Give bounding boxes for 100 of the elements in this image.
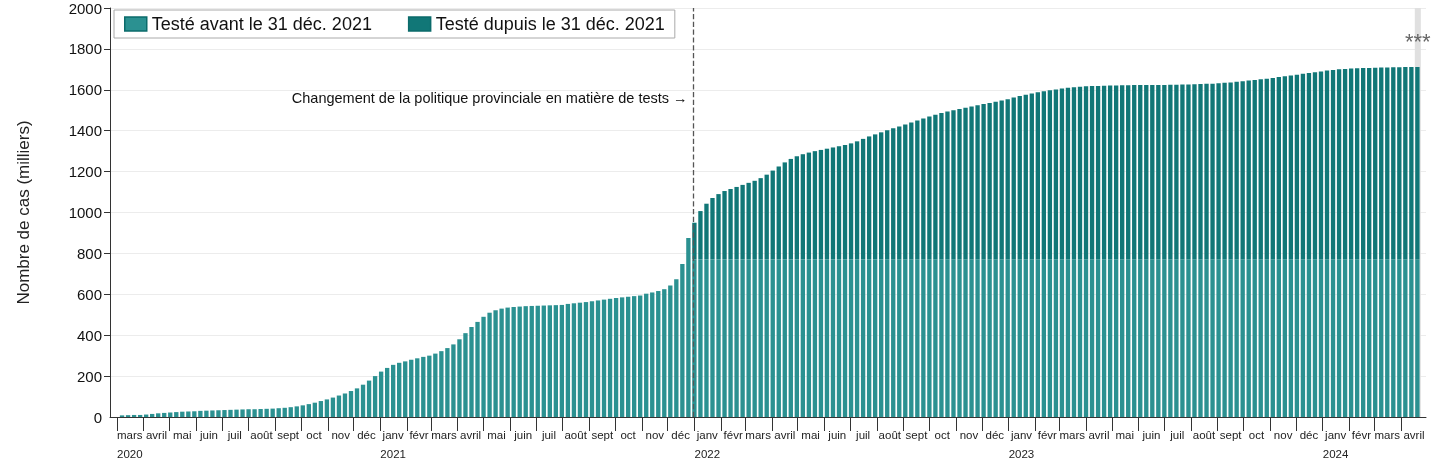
x-tick-label: mars xyxy=(1374,428,1401,441)
bar xyxy=(891,259,896,417)
bar xyxy=(872,134,878,260)
x-tick-label: août xyxy=(250,428,274,441)
bar xyxy=(788,158,793,260)
bar xyxy=(872,259,878,417)
bar xyxy=(601,299,607,417)
bar xyxy=(565,303,571,417)
bar xyxy=(1379,259,1384,417)
bar xyxy=(1101,85,1107,260)
bar xyxy=(824,148,830,260)
bar xyxy=(523,306,528,417)
bar xyxy=(1306,73,1312,260)
bar xyxy=(782,162,787,260)
ref-line-label: Changement de la politique provinciale en matière de tests → xyxy=(291,90,688,106)
x-tick-label: nov xyxy=(1273,428,1293,441)
bar xyxy=(1397,259,1402,417)
bar xyxy=(1005,99,1010,260)
x-tick-label: août xyxy=(1192,428,1216,441)
bar xyxy=(1083,86,1089,260)
bar xyxy=(1047,259,1053,417)
bar xyxy=(1065,87,1071,260)
x-tick-label: mars xyxy=(745,428,772,441)
bar xyxy=(1017,95,1022,260)
bar xyxy=(276,408,281,417)
x-tick-label: mai xyxy=(173,428,192,441)
bar xyxy=(294,406,299,417)
x-tick-label: sept xyxy=(277,428,300,441)
x-tick-label: févr xyxy=(409,428,429,441)
x-tick-label: oct xyxy=(1248,428,1265,441)
x-tick-label: févr xyxy=(1351,428,1372,441)
bar xyxy=(517,306,522,417)
bar xyxy=(1246,259,1251,417)
bar xyxy=(909,122,914,260)
x-tick-label: juil xyxy=(855,428,871,441)
bar xyxy=(613,297,619,417)
bar xyxy=(1156,259,1161,417)
bar xyxy=(1270,259,1275,417)
bar xyxy=(1089,86,1095,260)
bar xyxy=(1053,89,1059,260)
bar xyxy=(1348,68,1354,260)
bar xyxy=(1120,259,1125,417)
bar xyxy=(1041,259,1047,417)
x-tick-label: juil xyxy=(1169,428,1185,441)
bar xyxy=(776,166,781,260)
bar xyxy=(1318,259,1324,417)
bar xyxy=(282,407,287,417)
bar xyxy=(1095,259,1101,417)
bar xyxy=(1330,69,1336,260)
x-tick-label: avril xyxy=(1403,428,1425,441)
bar xyxy=(1240,259,1245,417)
bar xyxy=(782,259,787,417)
bar xyxy=(1300,73,1306,260)
bar xyxy=(662,289,667,417)
bar xyxy=(1324,70,1330,260)
bar xyxy=(1095,85,1101,260)
bar xyxy=(830,147,836,260)
bar xyxy=(903,259,908,417)
bar xyxy=(631,296,637,417)
bar xyxy=(312,402,318,417)
bar xyxy=(324,399,330,417)
x-tick-label: janv 2021 xyxy=(380,428,406,460)
bar xyxy=(854,259,860,417)
x-tick-label: sept xyxy=(905,428,929,441)
bar xyxy=(607,298,613,417)
bar xyxy=(836,146,842,260)
x-tick-label: mars xyxy=(431,428,457,441)
bar xyxy=(577,302,583,417)
bar xyxy=(1113,85,1119,260)
bar xyxy=(1258,259,1263,417)
bar xyxy=(1071,259,1077,417)
bar xyxy=(535,305,540,417)
bar xyxy=(529,305,534,417)
bar xyxy=(764,259,769,417)
x-tick-label: sept xyxy=(591,428,614,441)
bar xyxy=(1089,259,1095,417)
y-tick-label: 2000 xyxy=(68,0,102,17)
bar xyxy=(1312,72,1318,260)
bar xyxy=(619,297,625,417)
bar xyxy=(300,405,305,417)
bar xyxy=(306,404,311,417)
bar xyxy=(625,296,631,417)
bar xyxy=(1270,77,1275,260)
bar xyxy=(1264,259,1269,417)
bar xyxy=(1071,87,1077,260)
bar xyxy=(1107,85,1113,260)
bar xyxy=(1324,259,1330,417)
bar xyxy=(1120,85,1125,260)
bar xyxy=(830,259,836,417)
bar xyxy=(812,259,818,417)
bar xyxy=(897,259,902,417)
bar xyxy=(1156,84,1161,260)
bar xyxy=(1373,67,1378,260)
bar xyxy=(1367,67,1372,260)
x-tick-label: mai xyxy=(1115,428,1135,441)
bar xyxy=(378,371,384,417)
bar xyxy=(897,126,902,260)
bar xyxy=(1029,93,1034,260)
x-tick-label: janv 2023 xyxy=(1008,428,1035,460)
x-tick-label: mars 2020 xyxy=(117,428,143,460)
